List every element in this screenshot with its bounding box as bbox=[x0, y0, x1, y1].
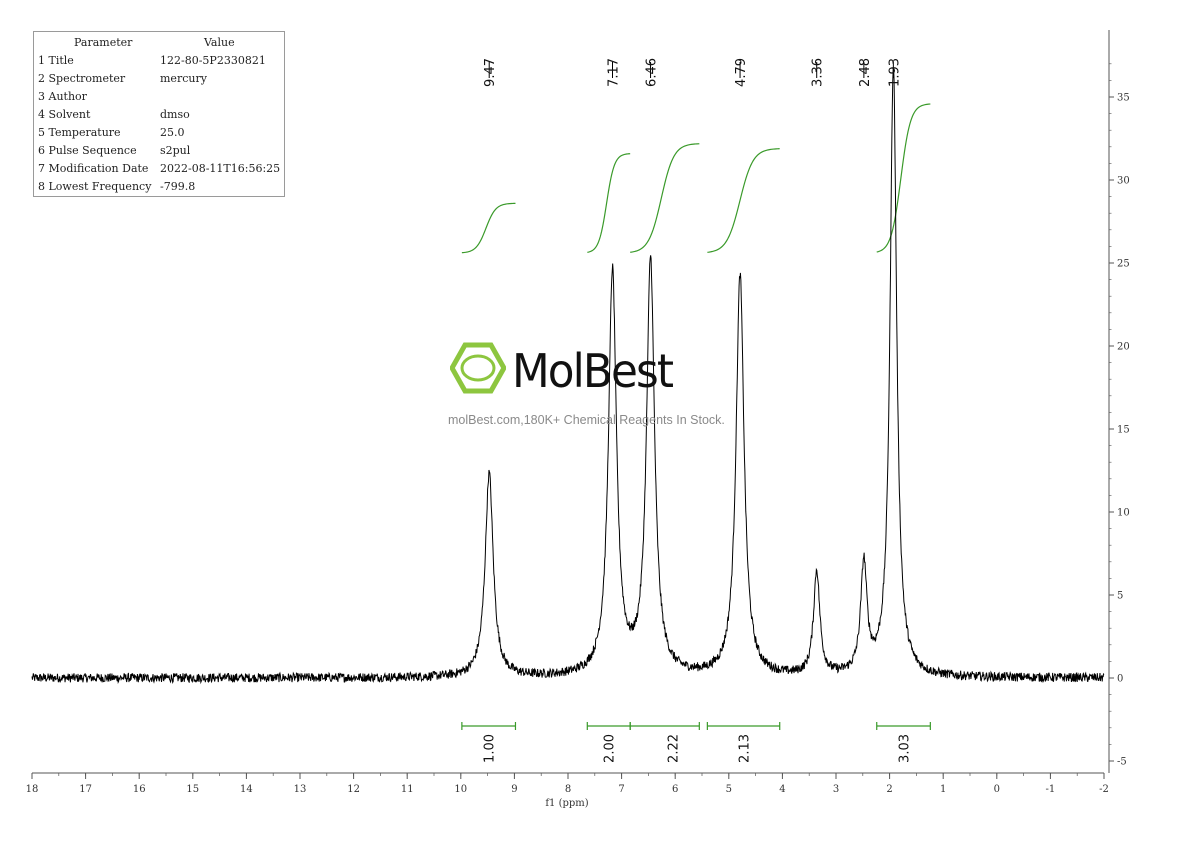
parameter-name: 1 Title bbox=[38, 54, 74, 67]
y-tick-label: 15 bbox=[1117, 425, 1130, 436]
parameter-name: 3 Author bbox=[38, 90, 87, 103]
parameter-name: 2 Spectrometer bbox=[38, 72, 126, 85]
integral-value-label: 2.22 bbox=[667, 734, 682, 763]
parameter-value: dmso bbox=[160, 108, 190, 121]
x-tick-label: 0 bbox=[994, 784, 1000, 795]
parameter-value: 122-80-5P2330821 bbox=[160, 54, 266, 67]
x-tick-label: 1 bbox=[940, 784, 946, 795]
x-tick-label: 8 bbox=[565, 784, 571, 795]
parameter-name: 6 Pulse Sequence bbox=[38, 144, 137, 157]
parameter-name: 4 Solvent bbox=[38, 108, 91, 121]
x-tick-label: 13 bbox=[294, 784, 307, 795]
watermark-brand: MolBest bbox=[512, 344, 674, 398]
parameter-name: 7 Modification Date bbox=[38, 162, 149, 175]
x-tick-label: 5 bbox=[726, 784, 732, 795]
peak-label: 9.47 bbox=[483, 58, 498, 87]
integral-curve bbox=[587, 153, 631, 253]
x-tick-label: 16 bbox=[133, 784, 146, 795]
x-tick-label: 12 bbox=[347, 784, 360, 795]
peak-label: 3.36 bbox=[811, 58, 826, 87]
y-tick-label: -5 bbox=[1117, 757, 1127, 768]
x-tick-label: 7 bbox=[618, 784, 624, 795]
peak-label: 1.93 bbox=[887, 58, 902, 87]
header-parameter: Parameter bbox=[74, 36, 133, 49]
x-tick-label: 18 bbox=[26, 784, 39, 795]
x-axis: 18 17 16 15 14 13 12 11 10 9 8 7 6 5 4 3 2 1 0 -1 -2 bbox=[26, 772, 1109, 795]
x-tick-label: -1 bbox=[1046, 784, 1056, 795]
x-tick-label: 3 bbox=[833, 784, 839, 795]
x-tick-label: 4 bbox=[779, 784, 785, 795]
y-tick-label: 30 bbox=[1117, 176, 1130, 187]
integral-curve bbox=[876, 103, 931, 253]
x-tick-label: 14 bbox=[240, 784, 253, 795]
parameter-value: 2022-08-11T16:56:25 bbox=[160, 162, 281, 175]
y-tick-label: 0 bbox=[1117, 674, 1123, 685]
x-tick-label: 6 bbox=[672, 784, 678, 795]
parameter-name: 8 Lowest Frequency bbox=[38, 180, 152, 193]
y-tick-label: 20 bbox=[1117, 342, 1130, 353]
x-axis-label: f1 (ppm) bbox=[545, 798, 588, 809]
integral-curves bbox=[461, 103, 931, 254]
integral-value-label: 1.00 bbox=[483, 734, 498, 763]
parameter-value: mercury bbox=[160, 72, 207, 85]
y-tick-label: 10 bbox=[1117, 508, 1130, 519]
y-axis: 35 30 25 20 15 10 5 0 -5 bbox=[1108, 30, 1130, 773]
spectrum-line bbox=[31, 67, 1105, 685]
y-tick-label: 35 bbox=[1117, 93, 1130, 104]
integral-value-label: 2.00 bbox=[603, 734, 618, 763]
parameter-name: 5 Temperature bbox=[38, 126, 121, 139]
x-tick-label: 17 bbox=[79, 784, 92, 795]
y-tick-label: 5 bbox=[1117, 591, 1123, 602]
parameter-table: Parameter Value 1 Title 122-80-5P2330821… bbox=[33, 31, 285, 197]
x-tick-label: 10 bbox=[454, 784, 467, 795]
parameter-value: -799.8 bbox=[160, 180, 196, 193]
integral-curve bbox=[461, 202, 516, 254]
integral-curve bbox=[630, 143, 700, 253]
peak-label: 2.48 bbox=[858, 58, 873, 87]
header-value: Value bbox=[204, 36, 235, 49]
integral-value-label: 2.13 bbox=[738, 734, 753, 763]
x-tick-label: 9 bbox=[511, 784, 517, 795]
y-tick-label: 25 bbox=[1117, 259, 1130, 270]
peak-label: 6.46 bbox=[645, 58, 660, 87]
x-tick-label: 11 bbox=[401, 784, 414, 795]
x-tick-label: 15 bbox=[186, 784, 199, 795]
molbest-watermark: MolBest molBest.com,180K+ Chemical Reage… bbox=[448, 340, 750, 440]
integral-bars: 1.00 2.00 2.22 2.13 3.03 bbox=[461, 722, 931, 763]
parameter-value: s2pul bbox=[160, 144, 191, 157]
x-tick-label: 2 bbox=[886, 784, 892, 795]
peak-label: 7.17 bbox=[606, 58, 621, 87]
parameter-value: 25.0 bbox=[160, 126, 185, 139]
integral-curve bbox=[707, 148, 780, 253]
peak-label: 4.79 bbox=[734, 58, 749, 87]
integral-value-label: 3.03 bbox=[898, 734, 913, 763]
peak-labels: 9.47 7.17 6.46 4.79 3.36 2.48 1.93 bbox=[483, 58, 902, 87]
watermark-tagline: molBest.com,180K+ Chemical Reagents In S… bbox=[448, 413, 725, 427]
x-tick-label: -2 bbox=[1099, 784, 1109, 795]
benzene-logo-icon bbox=[450, 342, 506, 394]
